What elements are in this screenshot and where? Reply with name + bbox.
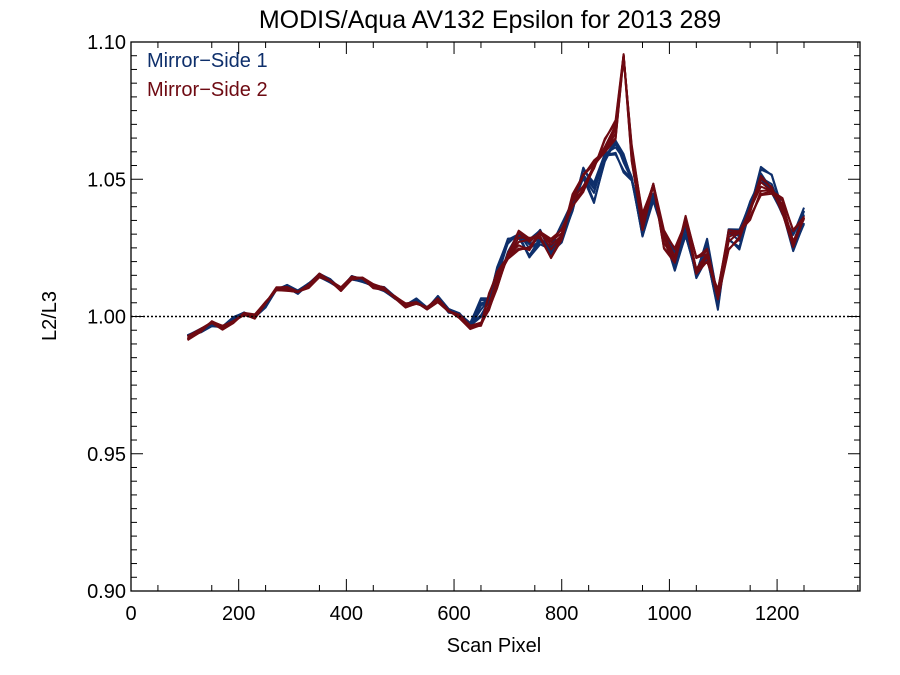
series-1-trace: [188, 153, 805, 336]
series-2: [188, 54, 805, 340]
legend-entry-mirror-side-1: Mirror−Side 1: [147, 50, 268, 72]
chart-title: MODIS/Aqua AV132 Epsilon for 2013 289: [259, 6, 721, 34]
legend: Mirror−Side 1 Mirror−Side 2: [147, 50, 268, 101]
x-tick-label: 1200: [755, 603, 800, 625]
y-tick-label: 1.05: [87, 169, 126, 191]
y-tick-label: 0.95: [87, 444, 126, 466]
x-tick-label: 0: [125, 603, 136, 625]
series-2-trace: [188, 54, 805, 339]
x-axis-label: Scan Pixel: [447, 635, 542, 657]
series-2-trace: [188, 56, 805, 339]
x-tick-label: 400: [330, 603, 363, 625]
y-tick-label: 1.00: [87, 307, 126, 329]
y-tick-label: 0.90: [87, 581, 126, 603]
series-2-trace: [188, 56, 805, 341]
series-1-trace: [188, 147, 805, 335]
series-2-trace: [188, 58, 805, 340]
series-1-trace: [188, 144, 805, 335]
x-tick-label: 1000: [647, 603, 692, 625]
series-1: [188, 141, 805, 337]
y-axis-label: L2/L3: [39, 291, 61, 341]
series-2-trace: [188, 56, 805, 337]
x-tick-label: 600: [437, 603, 470, 625]
series-1-trace: [188, 155, 805, 336]
y-tick-label: 1.10: [87, 32, 126, 54]
series-1-trace: [188, 141, 805, 336]
series-1-trace: [188, 142, 805, 337]
x-tick-label: 200: [222, 603, 255, 625]
series-layer: [188, 54, 805, 340]
legend-entry-mirror-side-2: Mirror−Side 2: [147, 79, 268, 101]
x-tick-label: 800: [545, 603, 578, 625]
tick-labels-layer: 0 200 400 600 800 1000 1200 0.90 0.95 1.00 1.05 1.1…: [87, 32, 799, 625]
series-1-trace: [188, 141, 805, 336]
